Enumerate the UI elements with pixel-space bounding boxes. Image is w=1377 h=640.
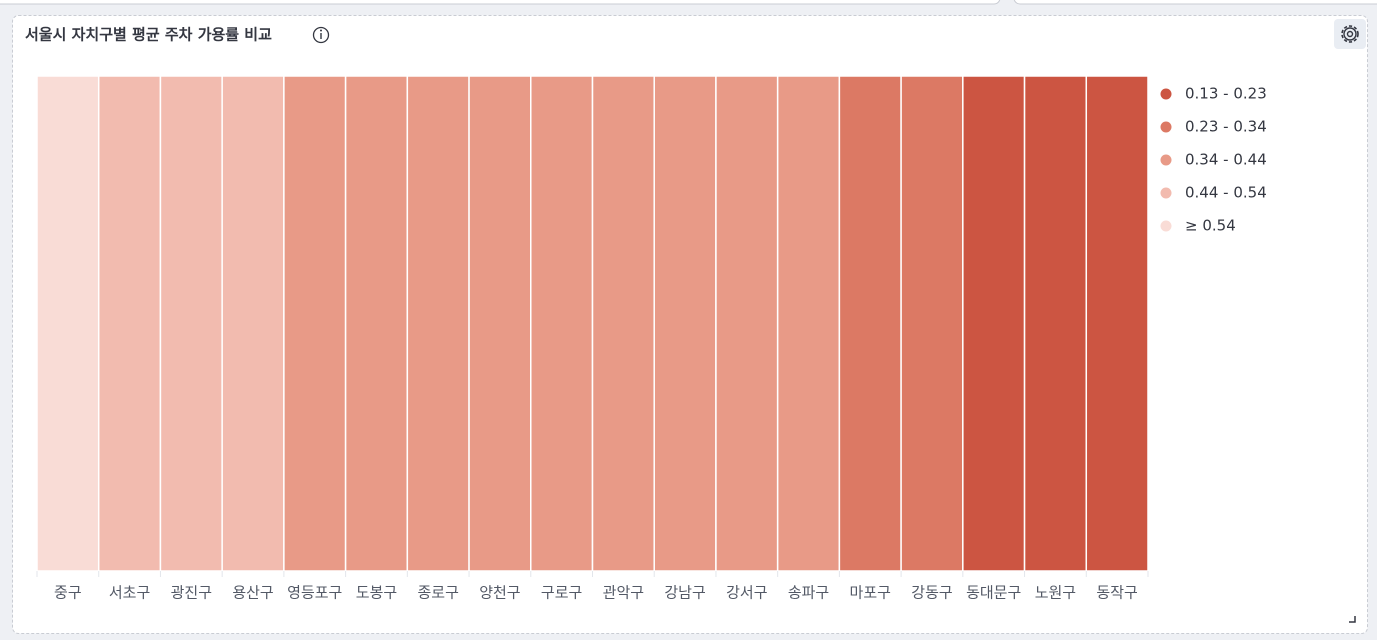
legend-label: ≥ 0.54 bbox=[1185, 217, 1236, 235]
legend-swatch bbox=[1160, 154, 1172, 166]
legend-label: 0.34 - 0.44 bbox=[1185, 151, 1267, 169]
heatmap-cell bbox=[530, 75, 594, 572]
heatmap-cell bbox=[1023, 75, 1088, 572]
legend-swatch bbox=[1160, 121, 1172, 133]
x-tick-label: 송파구 bbox=[788, 584, 829, 602]
x-tick-label: 용산구 bbox=[232, 584, 273, 602]
x-tick-label: 종로구 bbox=[417, 584, 458, 602]
legend-swatch bbox=[1160, 187, 1172, 199]
x-tick-label: 관악구 bbox=[603, 584, 644, 602]
x-tick-label: 양천구 bbox=[479, 584, 520, 602]
resize-handle[interactable] bbox=[1349, 616, 1356, 623]
plot: 중구 서초구 광진구 용산구 영등포구 도봉구 종로구 양천구 구로구 관악구 강남구 강서구 송파구 마… bbox=[36, 75, 1267, 602]
x-tick-label: 동작구 bbox=[1096, 584, 1137, 602]
x-tick-label: 중구 bbox=[54, 584, 82, 602]
heatmap-cell bbox=[221, 75, 285, 572]
x-tick-label: 마포구 bbox=[850, 584, 891, 602]
heatmap-cell bbox=[159, 75, 223, 572]
heatmap-cell bbox=[591, 75, 655, 572]
x-tick-label: 동대문구 bbox=[966, 584, 1021, 602]
heatmap-cell bbox=[962, 75, 1026, 572]
legend-swatch bbox=[1160, 220, 1172, 232]
heatmap-cell bbox=[97, 75, 162, 572]
heatmap-cell bbox=[838, 75, 902, 572]
x-tick-label: 광진구 bbox=[171, 584, 212, 602]
panel-above bbox=[1013, 0, 1377, 5]
x-tick-label: 강동구 bbox=[911, 584, 952, 602]
settings-button[interactable] bbox=[1334, 19, 1366, 49]
heatmap-cell bbox=[406, 75, 470, 572]
info-icon[interactable] bbox=[312, 26, 330, 44]
legend-swatch bbox=[1160, 88, 1172, 100]
x-tick-label: 강서구 bbox=[726, 584, 767, 602]
x-tick-label: 영등포구 bbox=[287, 584, 342, 602]
x-tick-label: 구로구 bbox=[541, 584, 582, 602]
legend-label: 0.23 - 0.34 bbox=[1185, 118, 1267, 136]
x-tick-label: 서초구 bbox=[109, 584, 150, 602]
heatmap-cell bbox=[653, 75, 717, 572]
heatmap-cell bbox=[776, 75, 841, 572]
heatmap-cell bbox=[1085, 75, 1149, 572]
heatmap-cell bbox=[283, 75, 347, 572]
heatmap-cell bbox=[468, 75, 532, 572]
x-tick-label: 도봉구 bbox=[356, 584, 397, 602]
heatmap-cell bbox=[344, 75, 409, 572]
heatmap-cell bbox=[900, 75, 964, 572]
heatmap-cell bbox=[36, 75, 100, 572]
x-tick-label: 노원구 bbox=[1035, 584, 1076, 602]
x-tick-label: 강남구 bbox=[664, 584, 705, 602]
heatmap-cell bbox=[715, 75, 779, 572]
legend-label: 0.13 - 0.23 bbox=[1185, 85, 1267, 103]
chart-title: 서울시 자치구별 평균 주차 가용률 비교 bbox=[25, 26, 272, 44]
legend-label: 0.44 - 0.54 bbox=[1185, 184, 1267, 202]
panel-above bbox=[0, 0, 1001, 5]
